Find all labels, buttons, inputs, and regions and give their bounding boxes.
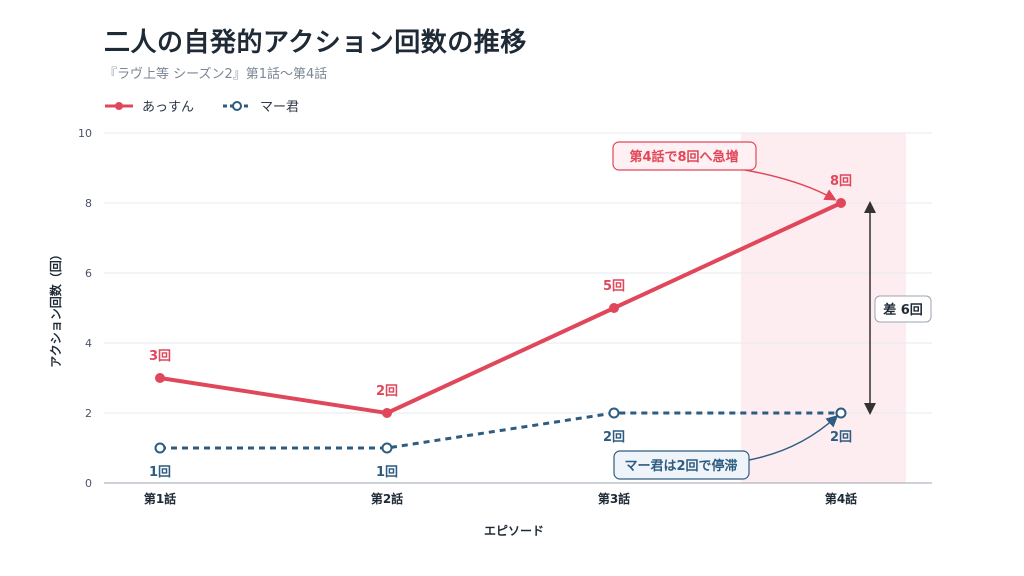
legend-label-series-1: あっすん [142,100,195,115]
surge-annotation: 第4話で8回へ急増 [629,149,738,165]
stall-annotation: マー君は2回で停滞 [624,458,737,474]
y-tick-label: 10 [78,127,92,140]
x-axis-title: エピソード [484,524,544,538]
difference-label-box [874,295,932,323]
series-line-1 [159,201,842,416]
y-tick-label: 4 [85,337,92,350]
x-tick-label: 第3話 [598,491,630,506]
data-label: 8回 [830,174,852,189]
data-point [609,303,619,313]
difference-label: 差 6回 [883,302,923,318]
legend-swatch-series-2 [223,100,252,111]
data-point [836,198,846,208]
data-point [155,373,165,383]
data-label: 2回 [830,430,852,445]
y-axis-title: アクション回数（回） [48,248,63,367]
chart-title: 二人の自発的アクション回数の推移 [104,28,527,58]
data-point [608,407,620,419]
legend: あっすん マー君 [104,96,317,115]
stall-arrow [748,414,839,461]
y-tick-label: 0 [85,477,92,490]
legend-label-series-2: マー君 [260,100,300,115]
data-point [382,408,392,418]
y-tick-label: 2 [85,407,92,420]
x-tick-label: 第4話 [825,491,857,506]
surge-arrow [744,169,837,201]
legend-item-series-1: あっすん [104,96,194,115]
data-label: 5回 [603,279,625,294]
surge-annotation-box [612,141,757,171]
x-tick-label: 第1話 [144,491,176,506]
y-tick-label: 6 [85,267,92,280]
legend-item-series-2: マー君 [222,96,299,115]
data-label: 1回 [376,465,398,480]
data-label: 2回 [376,384,398,399]
stall-annotation-box [613,450,750,480]
series-line-2 [160,411,841,450]
data-point [835,407,847,419]
data-label: 3回 [149,349,171,364]
legend-swatch-series-1 [105,101,133,110]
x-tick-label: 第2話 [371,491,403,506]
y-tick-label: 8 [85,197,92,210]
data-point [154,442,166,454]
data-label: 2回 [603,430,625,445]
data-label: 1回 [149,465,171,480]
chart-subtitle: 『ラヴ上等 シーズン2』第1話〜第4話 [104,67,328,82]
data-point [381,442,393,454]
